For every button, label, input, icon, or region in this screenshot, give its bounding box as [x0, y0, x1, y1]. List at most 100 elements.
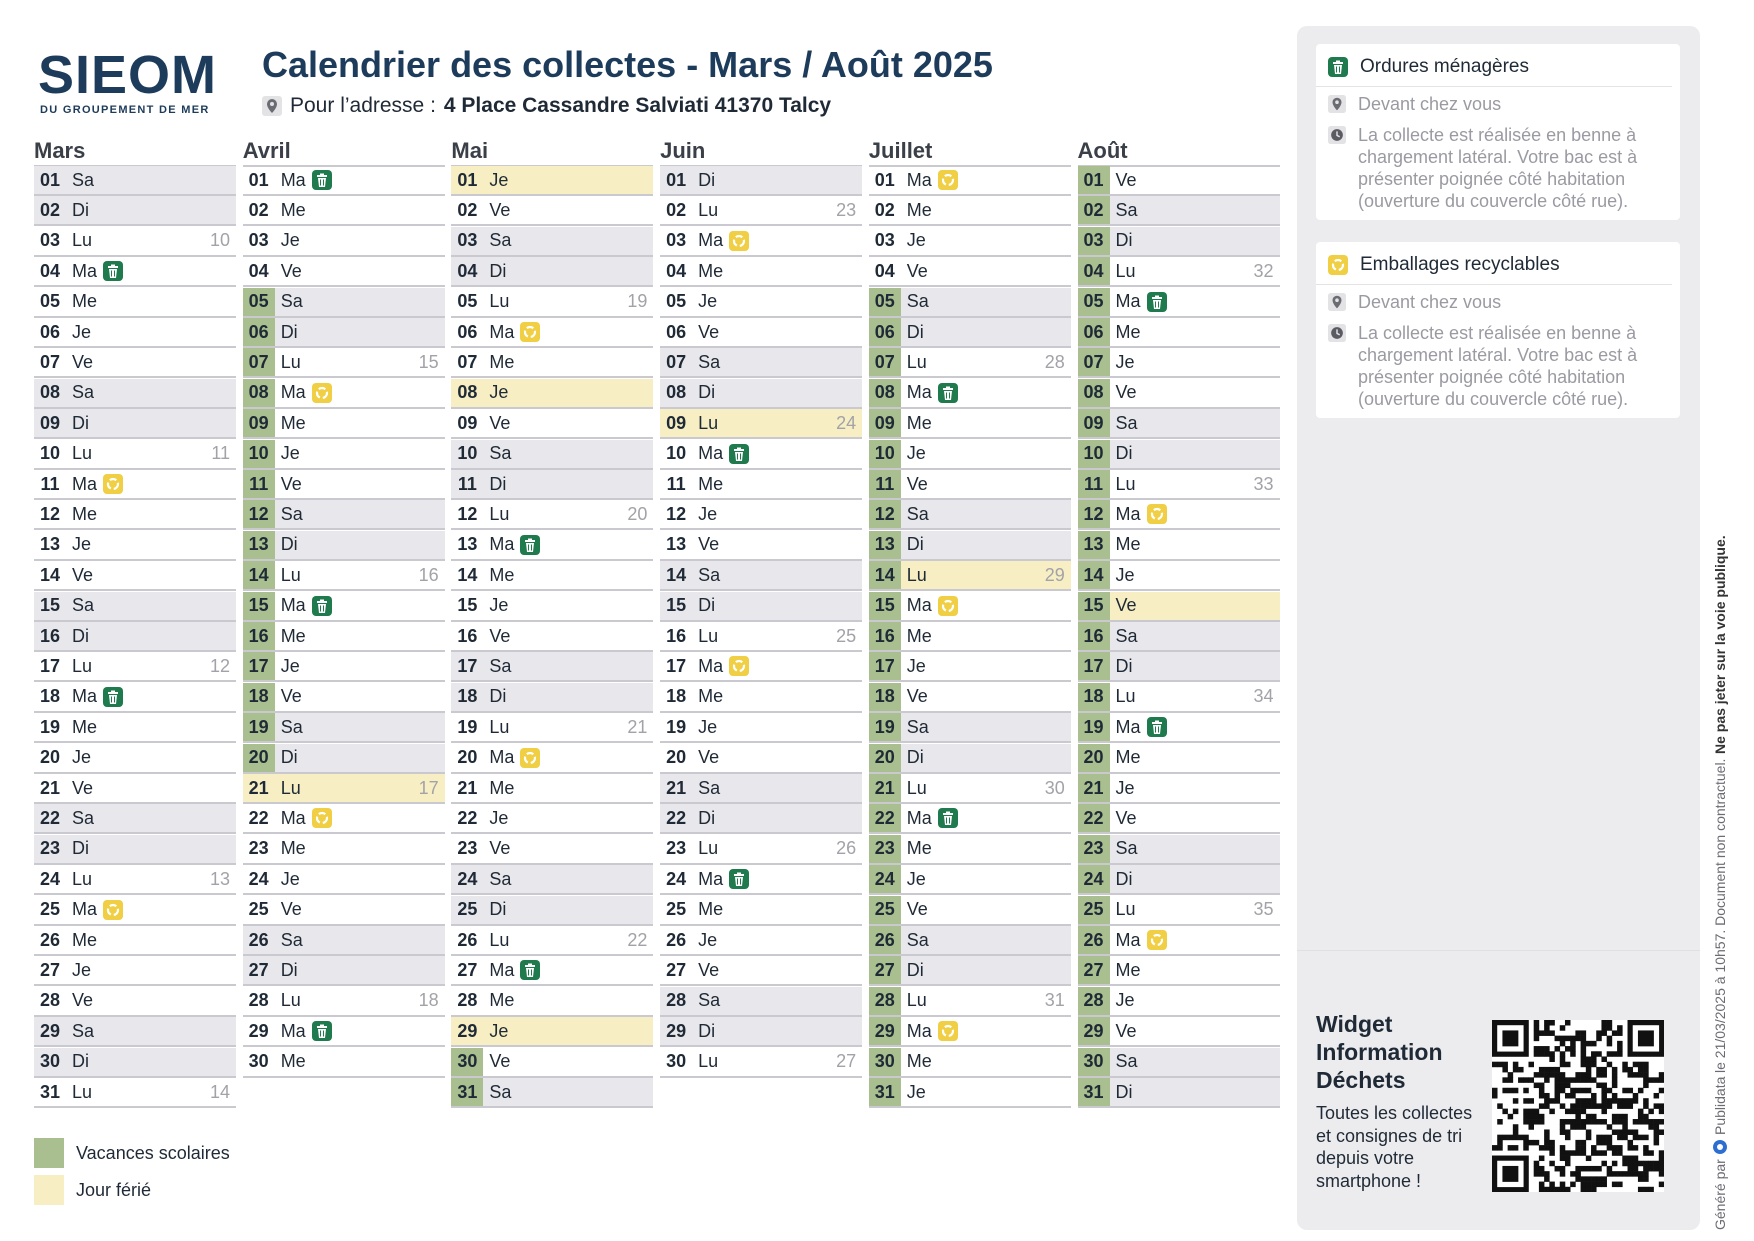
- trash-icon: [1328, 57, 1348, 77]
- weekday: Me: [489, 777, 515, 798]
- day-row: 02 Sa: [1077, 196, 1280, 227]
- legend-swatch: [34, 1138, 64, 1168]
- card-info: La collecte est réalisée en benne à char…: [1358, 125, 1638, 211]
- weekday: Je: [280, 230, 300, 251]
- weekday: Je: [280, 655, 300, 676]
- day-row: 28 Lu 31: [868, 986, 1071, 1017]
- weekday: Ma: [1115, 291, 1141, 312]
- card-where: Devant chez vous: [1358, 94, 1502, 114]
- weekday: Di: [72, 625, 89, 646]
- day-row: 08 Ma: [242, 378, 445, 409]
- qr-module: [1648, 1150, 1654, 1156]
- day-number: 27: [666, 959, 687, 980]
- day-number: 03: [666, 230, 687, 251]
- weekday: Sa: [1115, 412, 1138, 433]
- day-row: 17 Sa: [451, 652, 654, 683]
- weekday: Sa: [1115, 625, 1138, 646]
- weekday: Me: [698, 473, 724, 494]
- day-row: 04 Me: [660, 257, 863, 288]
- day-row: 17 Je: [868, 652, 1071, 683]
- widget-title: Widget Information Déchets: [1316, 1011, 1443, 1093]
- qr-module: [1580, 1103, 1587, 1109]
- qr-module: [1564, 1108, 1571, 1115]
- recycle-icon: [1146, 504, 1167, 525]
- day-number: 16: [457, 625, 478, 646]
- day-number: 13: [39, 534, 61, 555]
- qr-module: [1580, 1077, 1587, 1083]
- day-row: 10 Je: [242, 439, 445, 470]
- qr-module: [1601, 1134, 1607, 1141]
- day-row: 21 Me: [451, 774, 654, 804]
- day-number: 30: [868, 1047, 901, 1076]
- day-number: 23: [248, 838, 269, 859]
- day-row: 18 Ve: [242, 682, 445, 713]
- qr-module: [1580, 1072, 1587, 1078]
- qr-module: [1538, 1103, 1545, 1109]
- qr-module: [1570, 1035, 1576, 1042]
- qr-module: [1643, 1186, 1649, 1192]
- day-number: 26: [457, 929, 478, 950]
- qr-module: [1648, 1165, 1654, 1172]
- qr-module: [1648, 1077, 1654, 1083]
- day-row: 05 Lu 19: [451, 288, 654, 318]
- day-number: 10: [666, 443, 687, 464]
- day-number: 06: [868, 318, 901, 346]
- day-number: 22: [666, 807, 687, 828]
- qr-module: [1601, 1181, 1607, 1188]
- weekday: Ma: [72, 686, 98, 707]
- qr-module: [1611, 1051, 1618, 1057]
- qr-module: [1632, 1155, 1639, 1162]
- collection-icon: [520, 960, 541, 981]
- day-row: 12 Sa: [868, 500, 1071, 531]
- day-number: 26: [1077, 926, 1110, 954]
- qr-module: [1533, 1139, 1540, 1146]
- day-number: 25: [248, 899, 269, 920]
- day-row: 02 Di: [34, 196, 236, 227]
- line-icon: [1328, 93, 1346, 118]
- day-number: 05: [39, 291, 61, 312]
- day-number: 21: [457, 777, 478, 798]
- day-row: 27 Di: [242, 956, 445, 987]
- day-row: 04 Ma: [34, 257, 236, 288]
- card-line: Devant chez vous: [1316, 87, 1680, 124]
- day-number: 29: [1077, 1017, 1110, 1046]
- day-number: 09: [39, 412, 61, 433]
- day-number: 17: [868, 652, 901, 681]
- day-row: 17 Je: [242, 652, 445, 683]
- qr-module: [1622, 1061, 1628, 1068]
- qr-module: [1606, 1025, 1613, 1031]
- qr-module: [1512, 1134, 1519, 1141]
- day-number: 21: [666, 777, 687, 798]
- qr-module: [1648, 1119, 1654, 1125]
- qr-module: [1580, 1035, 1587, 1042]
- qr-module: [1544, 1072, 1550, 1078]
- qr-module: [1533, 1119, 1540, 1125]
- day-row: 03 Lu 10: [34, 227, 236, 257]
- weekday: Je: [489, 169, 509, 190]
- day-row: 07 Me: [451, 348, 654, 379]
- qr-module: [1658, 1087, 1664, 1094]
- qr-module: [1606, 1020, 1613, 1026]
- day-number: 20: [1077, 743, 1110, 772]
- qr-module: [1570, 1150, 1576, 1156]
- day-row: 23 Sa: [1077, 834, 1280, 865]
- day-row: 31 Je: [868, 1078, 1071, 1108]
- day-row: 01 Ma: [868, 166, 1071, 196]
- day-row: 01 Ve: [1077, 166, 1280, 196]
- day-row: 28 Sa: [660, 986, 863, 1017]
- qr-module: [1559, 1171, 1566, 1177]
- week-number: 11: [211, 443, 230, 464]
- day-number: 02: [39, 199, 61, 220]
- day-row: 04 Lu 32: [1077, 257, 1280, 288]
- collection-icon: [520, 534, 541, 555]
- qr-module: [1627, 1165, 1634, 1172]
- qr-module: [1528, 1077, 1534, 1083]
- day-number: 17: [457, 655, 478, 676]
- day-number: 06: [1077, 318, 1110, 346]
- qr-module: [1611, 1129, 1618, 1135]
- day-number: 09: [868, 409, 901, 438]
- day-number: 24: [868, 865, 901, 894]
- qr-module: [1606, 1165, 1613, 1172]
- day-number: 08: [868, 378, 901, 407]
- day-row: 21 Je: [1077, 774, 1280, 804]
